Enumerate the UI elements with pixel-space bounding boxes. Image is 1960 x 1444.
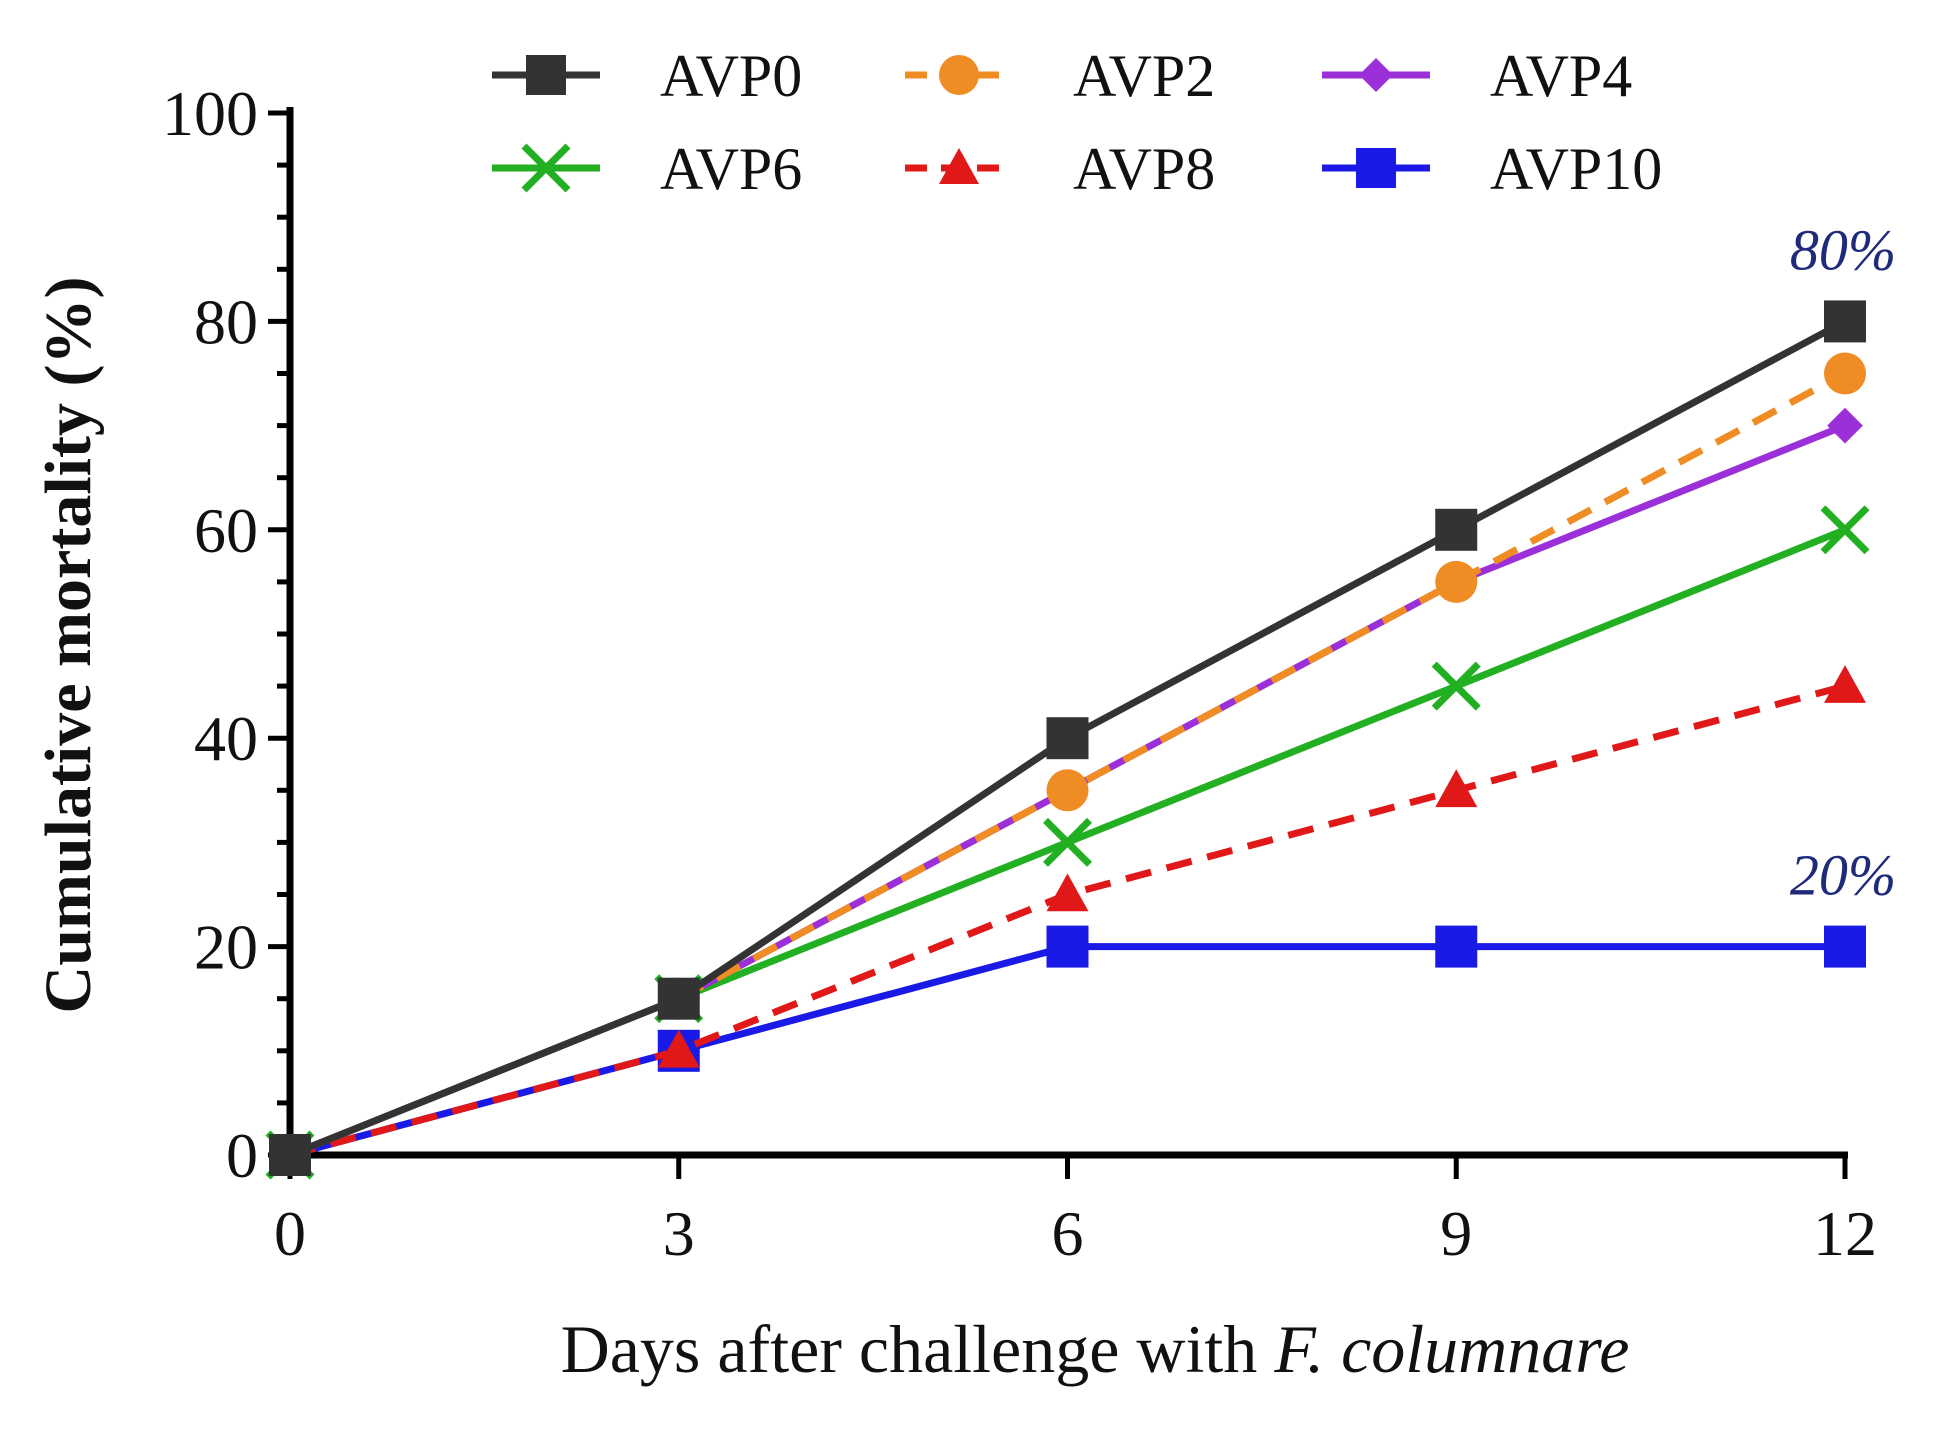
y-tick-label: 60 (194, 495, 258, 566)
series-avp0 (269, 300, 1866, 1176)
series-avp6 (265, 505, 1870, 1180)
legend-item-avp6: AVP6 (492, 136, 802, 202)
legend-swatch-marker (1356, 148, 1396, 188)
x-tick-label: 3 (663, 1198, 695, 1269)
point-avp0-day-12 (1824, 300, 1866, 343)
point-avp6-day-12 (1820, 505, 1870, 555)
legend-item-avp4: AVP4 (1322, 43, 1632, 109)
legend-label: AVP6 (660, 136, 802, 202)
legend-item-avp2: AVP2 (905, 43, 1215, 109)
point-avp10-day-9 (1435, 925, 1478, 968)
point-avp6-day-6 (1043, 817, 1092, 867)
point-avp8-day-9 (1435, 769, 1478, 808)
legend-label: AVP4 (1490, 43, 1632, 109)
point-avp8-day-3 (657, 1029, 700, 1068)
series-avp2 (269, 352, 1866, 1176)
x-tick-label: 12 (1813, 1198, 1877, 1269)
legend-item-avp8: AVP8 (905, 136, 1215, 202)
x-axis-title-text: Days after challenge with (561, 1311, 1275, 1387)
y-axis-title: Cumulative mortality (%) (32, 277, 105, 1014)
point-avp0-day-3 (657, 977, 700, 1020)
legend-swatch-marker (1359, 58, 1393, 92)
axes: 0 20 40 60 80 100 0 3 6 9 12 (162, 78, 1877, 1269)
legend-swatch-marker (939, 148, 979, 184)
legend-label: AVP8 (1073, 136, 1215, 202)
point-avp8-day-12 (1824, 665, 1866, 703)
y-tick-label: 100 (162, 78, 258, 149)
point-avp10-day-12 (1824, 925, 1866, 968)
series-avp10 (269, 925, 1866, 1176)
point-avp10-day-6 (1046, 925, 1089, 968)
point-avp2-day-9 (1435, 560, 1478, 603)
legend-label: AVP2 (1073, 43, 1215, 109)
point-avp0-day-9 (1435, 508, 1478, 551)
point-avp2-day-12 (1824, 352, 1866, 395)
legend-item-avp10: AVP10 (1322, 136, 1662, 202)
series-line-avp10 (289, 943, 1845, 1159)
y-tick-label: 20 (194, 912, 258, 983)
annotation-label: 20% (1790, 843, 1896, 908)
y-tick-label: 40 (194, 703, 258, 774)
series-line-avp2 (288, 370, 1847, 1159)
legend: AVP0 AVP2 AVP4 AVP6 AVP8 AVP10 (492, 43, 1662, 202)
legend-label: AVP0 (660, 43, 802, 109)
legend-swatch-marker (939, 55, 979, 95)
legend-swatch-marker (521, 143, 571, 193)
point-avp8-day-6 (1046, 873, 1089, 912)
point-avp2-day-6 (1046, 769, 1089, 812)
y-tick-label: 0 (226, 1120, 258, 1191)
y-tick-label: 80 (194, 286, 258, 357)
x-tick-label: 9 (1440, 1198, 1472, 1269)
point-avp6-day-9 (1431, 661, 1481, 711)
x-axis-title: Days after challenge with F. columnare (561, 1311, 1630, 1387)
x-axis-title-species: F. columnare (1273, 1311, 1629, 1387)
annotation-label: 80% (1790, 217, 1896, 282)
annotations: 80% 20% (1790, 217, 1896, 907)
legend-swatch-marker (526, 55, 566, 95)
point-avp0-day-0 (269, 1134, 311, 1176)
point-avp4-day-12 (1827, 407, 1863, 444)
legend-item-avp0: AVP0 (492, 43, 802, 109)
x-tick-label: 6 (1052, 1198, 1084, 1269)
series-layer (265, 300, 1870, 1180)
x-tick-label: 0 (274, 1198, 306, 1269)
legend-label: AVP10 (1490, 136, 1662, 202)
point-avp0-day-6 (1046, 717, 1089, 760)
